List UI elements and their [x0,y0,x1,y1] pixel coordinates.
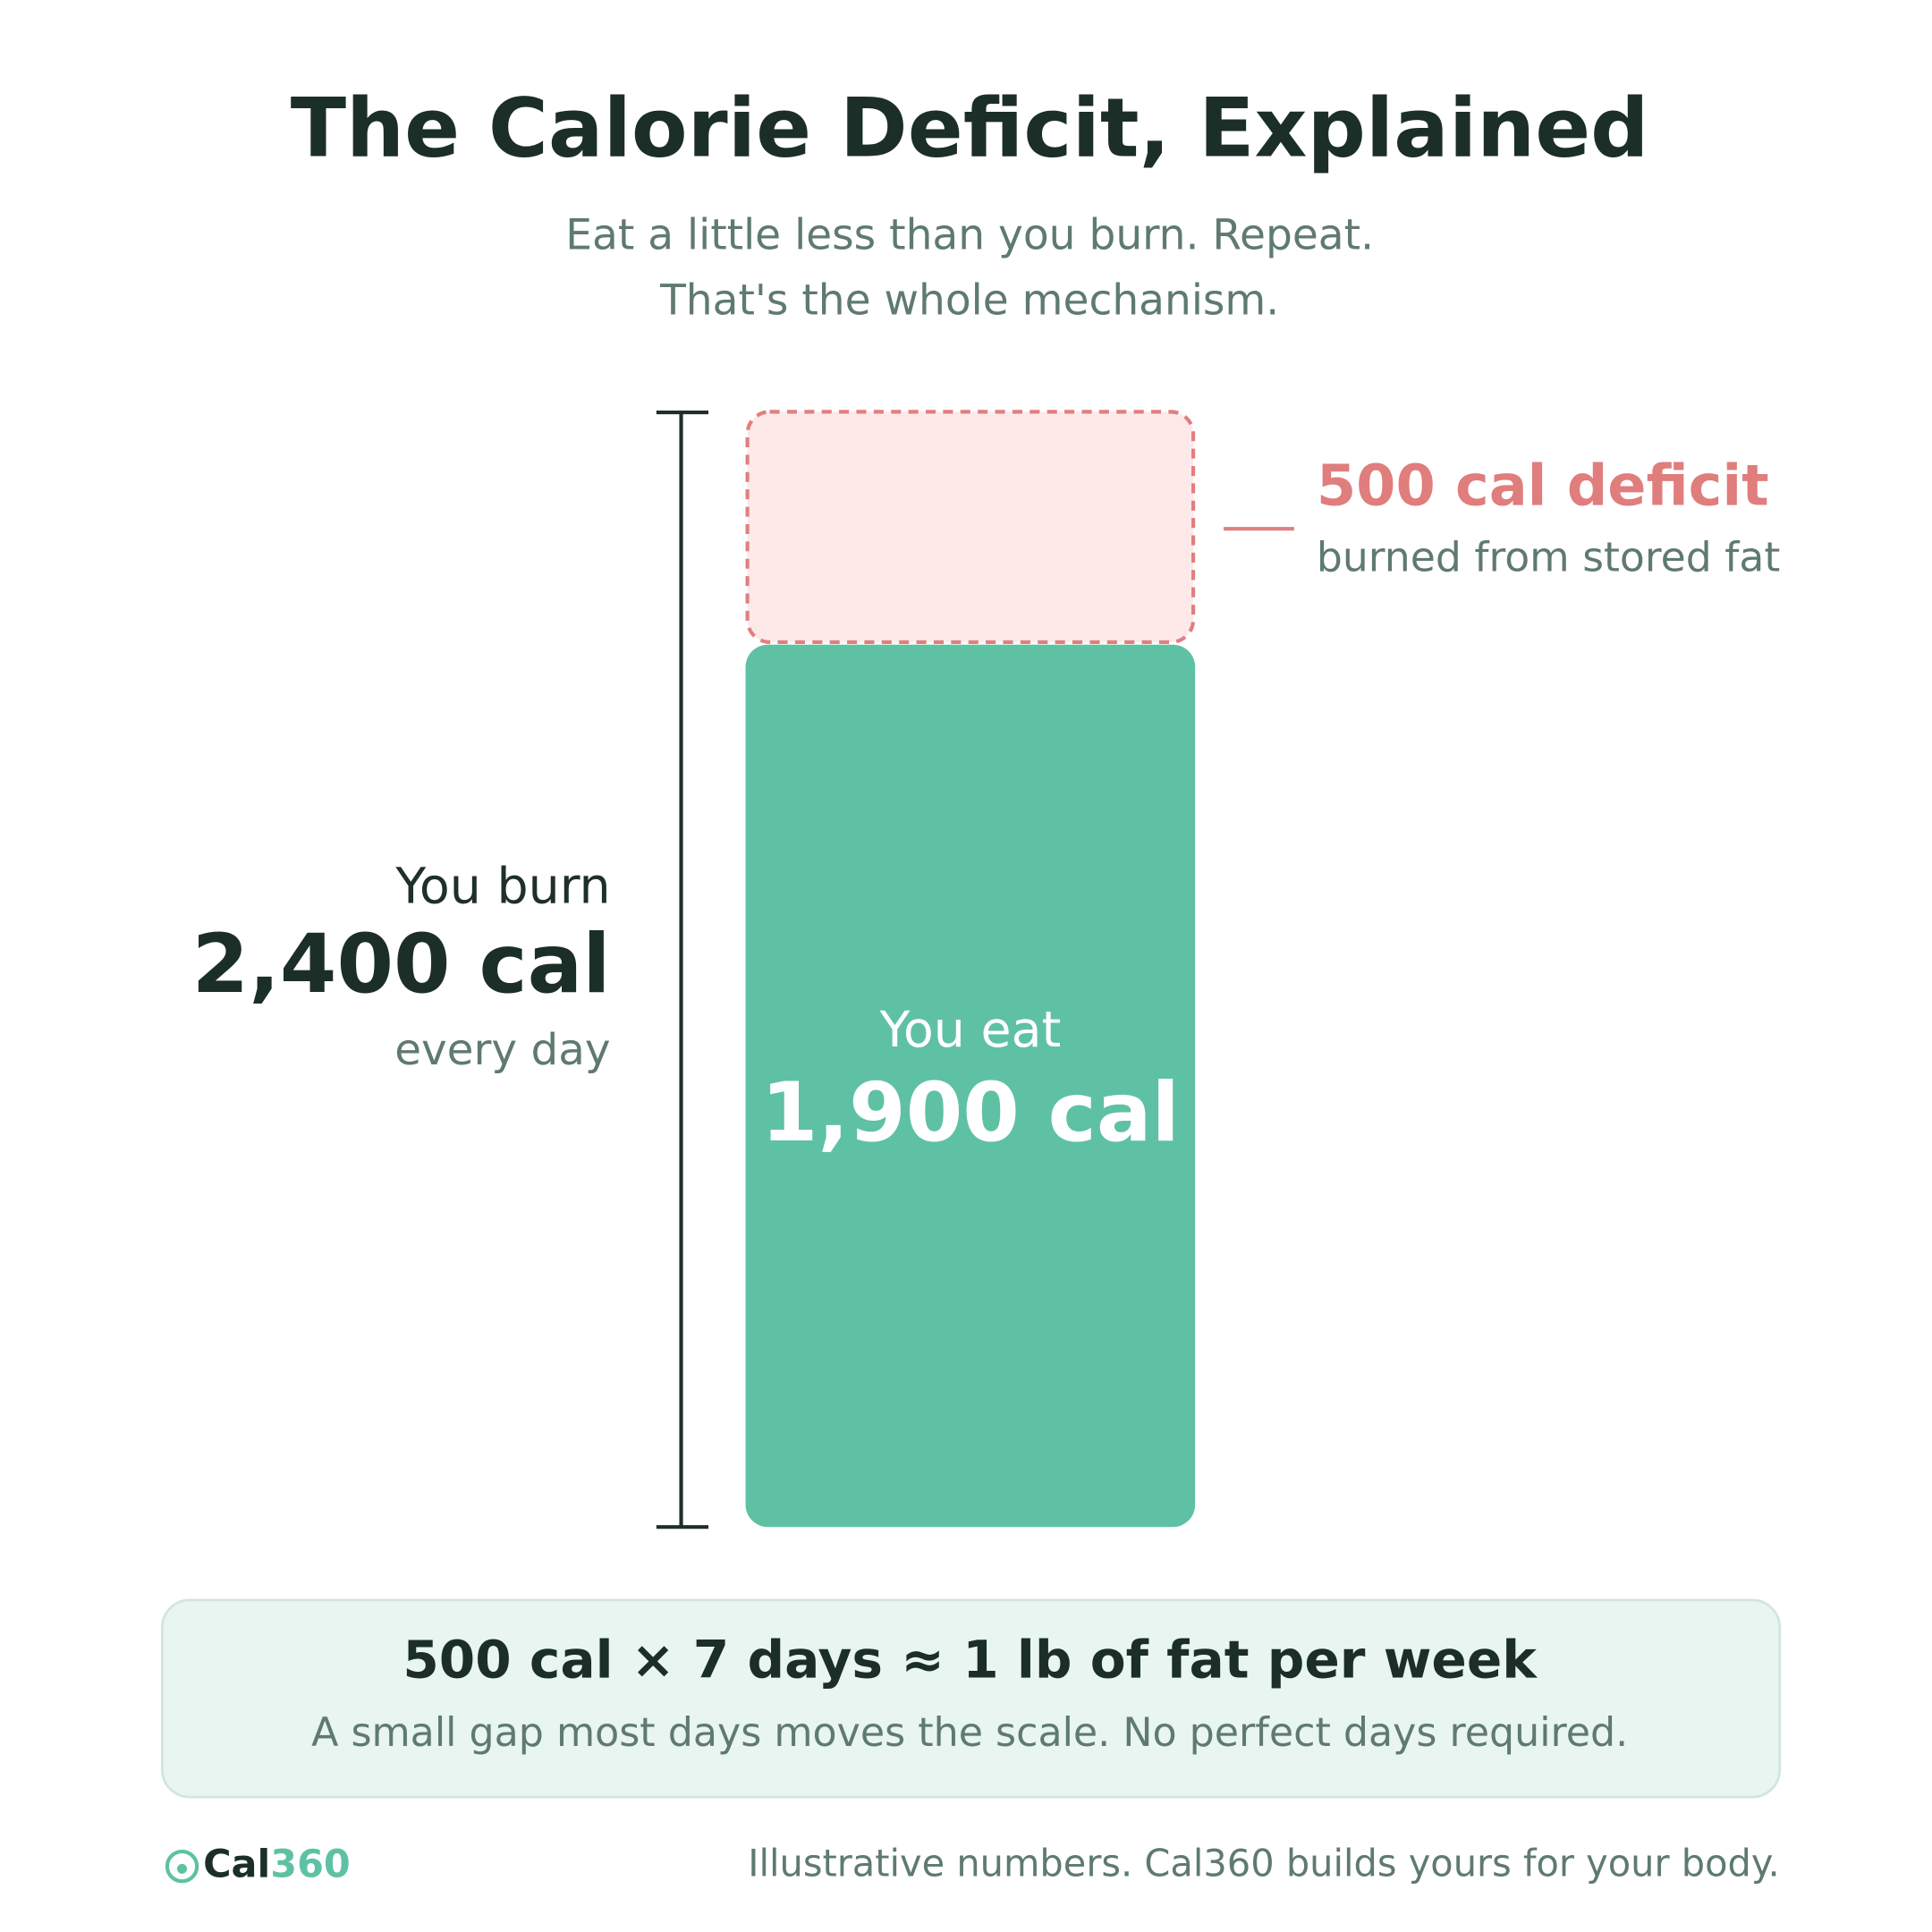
deficit-note: burned from stored fat [1317,533,1780,580]
eat-intro: You eat [878,1002,1061,1059]
summary-text: A small gap most days moves the scale. N… [311,1710,1628,1756]
deficit-label: 500 cal deficit [1317,453,1769,520]
eat-bar [745,644,1196,1528]
summary-headline: 500 cal × 7 days ≈ 1 lb of fat per week [402,1630,1538,1690]
logo-icon-dot [177,1863,188,1874]
subtitle: That's the whole mechanism. [659,276,1279,326]
logo-icon [165,1849,199,1884]
logo: Cal360 [203,1842,351,1886]
burn-note: every day [394,1025,610,1075]
eat-label: 1,900 cal [761,1064,1180,1160]
subtitle: Eat a little less than you burn. Repeat. [565,210,1374,259]
logo-part: 360 [270,1842,351,1886]
logo-part: Cal [203,1842,270,1886]
footer-note: Illustrative numbers. Cal360 builds your… [748,1842,1779,1885]
burn-intro: You burn [394,858,610,915]
summary-box [161,1598,1782,1799]
deficit-bar [745,410,1196,644]
burn-label: 2,400 cal [192,916,611,1012]
title: The Calorie Deficit, Explained [291,80,1649,175]
